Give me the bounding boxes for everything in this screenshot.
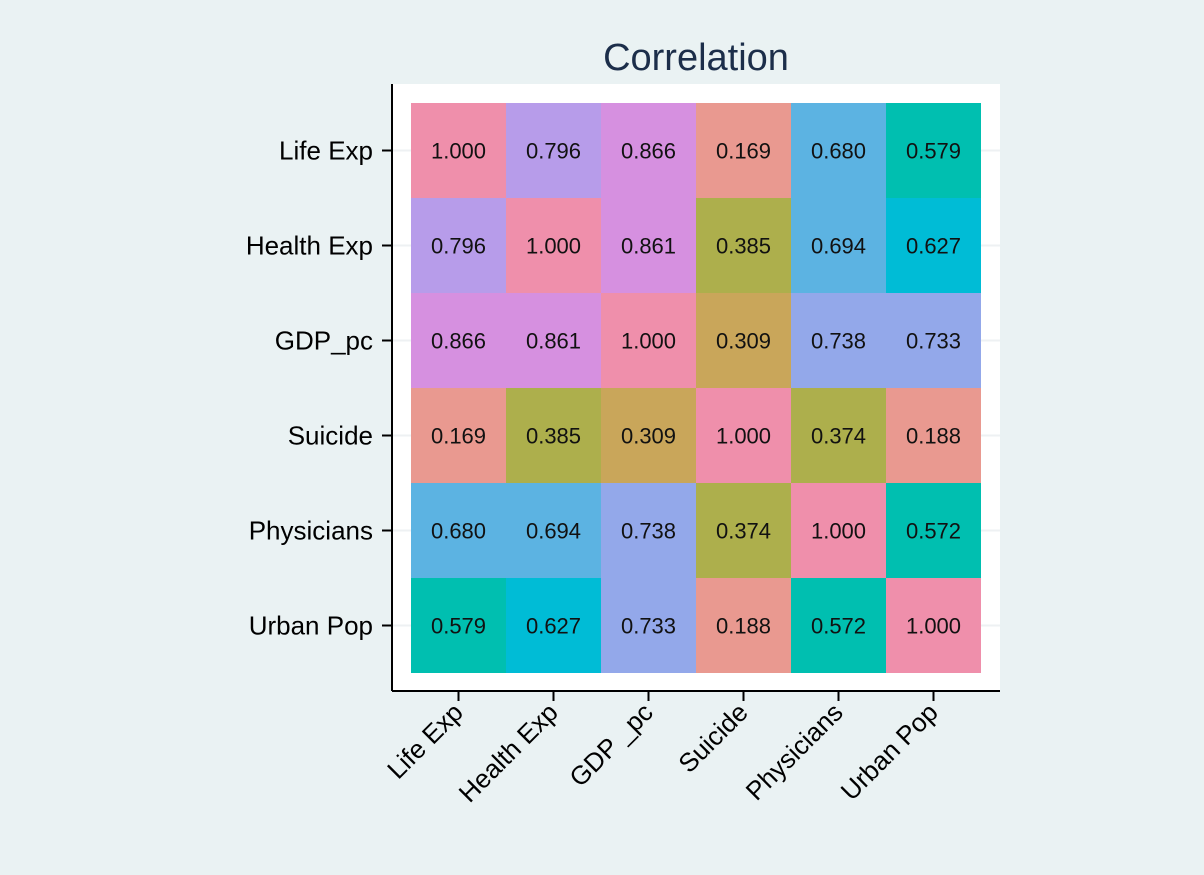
cell-value-label: 0.385 xyxy=(716,234,771,259)
cell-value-label: 0.579 xyxy=(431,614,486,639)
heatmap-cell xyxy=(886,388,981,483)
cell-value-label: 0.861 xyxy=(621,234,676,259)
cell-value-labels: 1.000 0.796 0.866 0.169 0.680 0.579 0.796 1.000… xyxy=(431,139,961,639)
cell-value-label: 1.000 xyxy=(621,329,676,354)
cell-value-label: 0.579 xyxy=(906,139,961,164)
heatmap-cell xyxy=(601,578,696,673)
heatmap-cell xyxy=(791,103,886,198)
heatmap-cell xyxy=(411,388,506,483)
cell-value-label: 0.796 xyxy=(431,234,486,259)
heatmap-cell xyxy=(886,198,981,293)
x-tick-label: Health Exp xyxy=(453,697,564,808)
cell-value-label: 0.169 xyxy=(716,139,771,164)
y-tick-label: Physicians xyxy=(249,516,373,546)
heatmap-cell xyxy=(601,198,696,293)
heatmap-cell xyxy=(411,198,506,293)
heatmap-cell xyxy=(791,293,886,388)
heatmap-cell xyxy=(791,198,886,293)
heatmap-cell xyxy=(506,293,601,388)
x-tick-label: GDP _pc xyxy=(563,697,658,792)
heatmap-cell xyxy=(696,293,791,388)
heatmap-cell xyxy=(791,483,886,578)
y-axis-ticks: Life Exp Health Exp GDP_pc Suicide Physician… xyxy=(246,136,392,641)
chart-title: Correlation xyxy=(603,37,789,79)
x-tick-label: Physicians xyxy=(740,697,849,806)
heatmap-cell xyxy=(886,578,981,673)
cell-value-label: 0.572 xyxy=(906,519,961,544)
cell-value-label: 0.627 xyxy=(906,234,961,259)
cell-value-label: 0.733 xyxy=(621,614,676,639)
cell-value-label: 0.680 xyxy=(431,519,486,544)
cell-value-label: 0.861 xyxy=(526,329,581,354)
cell-value-label: 0.796 xyxy=(526,139,581,164)
cell-value-label: 0.738 xyxy=(811,329,866,354)
heatmap-cell xyxy=(411,293,506,388)
y-tick-label: Life Exp xyxy=(279,136,373,166)
cell-value-label: 1.000 xyxy=(811,519,866,544)
heatmap-cell xyxy=(601,293,696,388)
y-tick-label: Health Exp xyxy=(246,231,373,261)
cell-value-label: 0.680 xyxy=(811,139,866,164)
cell-value-label: 0.694 xyxy=(526,519,581,544)
cell-value-label: 0.627 xyxy=(526,614,581,639)
heatmap-cell xyxy=(601,103,696,198)
cell-value-label: 0.169 xyxy=(431,424,486,449)
cell-value-label: 0.385 xyxy=(526,424,581,449)
heatmap-cell xyxy=(886,483,981,578)
heatmap-cell xyxy=(506,103,601,198)
cell-value-label: 0.309 xyxy=(716,329,771,354)
y-tick-label: Suicide xyxy=(288,421,373,451)
heatmap-cell xyxy=(696,578,791,673)
cell-value-label: 0.374 xyxy=(811,424,866,449)
heatmap-cell xyxy=(506,483,601,578)
heatmap-cell xyxy=(506,578,601,673)
cell-value-label: 0.866 xyxy=(621,139,676,164)
x-tick-label: Suicide xyxy=(672,697,754,779)
cell-value-label: 0.572 xyxy=(811,614,866,639)
heatmap-cell xyxy=(411,483,506,578)
cell-value-label: 0.188 xyxy=(906,424,961,449)
heatmap-cell xyxy=(791,578,886,673)
y-tick-label: GDP_pc xyxy=(275,326,373,356)
heatmap-cell xyxy=(886,293,981,388)
x-tick-label: Life Exp xyxy=(381,697,469,785)
heatmap-cell xyxy=(601,388,696,483)
cell-value-label: 0.374 xyxy=(716,519,771,544)
heatmap-cell xyxy=(506,388,601,483)
heatmap-cell xyxy=(506,198,601,293)
heatmap-cell xyxy=(696,198,791,293)
y-tick-label: Urban Pop xyxy=(249,611,373,641)
cell-value-label: 1.000 xyxy=(431,139,486,164)
cell-value-label: 1.000 xyxy=(906,614,961,639)
heatmap-cell xyxy=(696,103,791,198)
cell-value-label: 0.188 xyxy=(716,614,771,639)
heatmap-cell xyxy=(791,388,886,483)
cell-value-label: 0.733 xyxy=(906,329,961,354)
heatmap-cell xyxy=(696,483,791,578)
cell-value-label: 1.000 xyxy=(526,234,581,259)
heatmap-cell xyxy=(411,578,506,673)
cell-value-label: 1.000 xyxy=(716,424,771,449)
heatmap-cell xyxy=(696,388,791,483)
heatmap-cell xyxy=(411,103,506,198)
x-tick-label: Urban Pop xyxy=(835,697,944,806)
cell-value-label: 0.309 xyxy=(621,424,676,449)
cell-value-label: 0.694 xyxy=(811,234,866,259)
cell-value-label: 0.866 xyxy=(431,329,486,354)
heatmap-cell xyxy=(886,103,981,198)
heatmap-cell xyxy=(601,483,696,578)
heatmap-cells xyxy=(411,103,981,673)
cell-value-label: 0.738 xyxy=(621,519,676,544)
